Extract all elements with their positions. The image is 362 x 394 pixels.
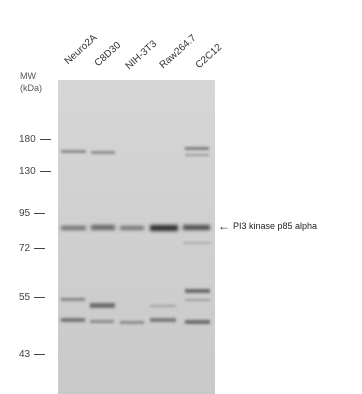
band [185,154,209,156]
mw-title-line1: MW [20,71,36,81]
marker-180: 180 [19,134,51,145]
marker-tick [34,213,46,214]
marker-72: 72 [19,243,46,254]
band-p85-nih3t3 [120,226,144,230]
marker-tick [39,139,51,140]
marker-tick [34,297,46,298]
marker-55: 55 [19,292,46,303]
band [150,305,176,307]
band [150,318,176,322]
band [185,320,210,324]
marker-tick [34,248,46,249]
membrane-background [58,80,215,394]
band-p85-raw264 [150,225,178,231]
band [90,320,114,323]
band [185,299,210,301]
band [61,150,86,153]
mw-title-line2: (kDa) [20,83,42,93]
band-p85-c2c12 [183,225,210,230]
marker-95: 95 [19,208,46,219]
band [90,303,115,308]
marker-43: 43 [19,349,46,360]
marker-tick [34,354,46,355]
band [185,289,210,293]
target-protein-label: ← PI3 kinase p85 alpha [218,219,318,233]
marker-130: 130 [19,166,51,177]
band [61,318,85,322]
arrow-left-icon: ← [218,219,230,233]
band [91,151,115,154]
band [185,147,209,150]
target-protein-text: PI3 kinase p85 alpha [233,221,318,231]
mw-title: MW (kDa) [20,70,42,94]
band [61,298,85,301]
band-p85-neuro2a [61,226,86,230]
marker-tick [39,171,51,172]
band [183,242,210,244]
band-p85-c8d30 [91,225,115,230]
band [120,321,144,324]
